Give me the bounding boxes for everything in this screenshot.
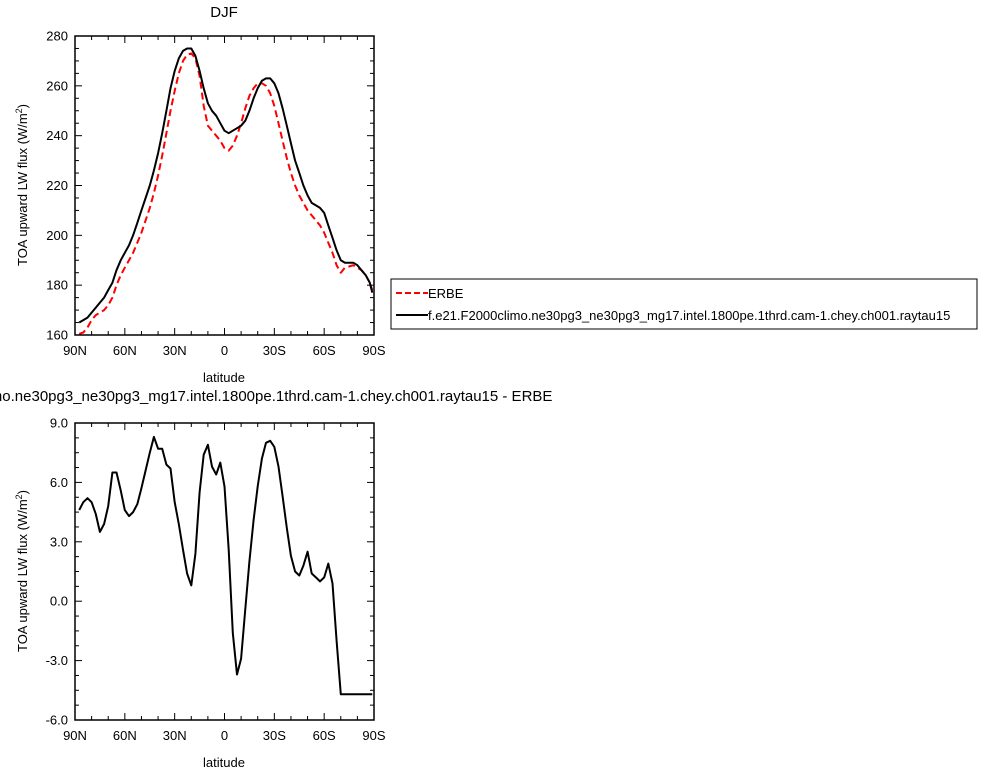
y-tick-label: 9.0 — [50, 416, 68, 431]
x-tick-label: 60S — [313, 343, 336, 358]
legend-label-model: f.e21.F2000climo.ne30pg3_ne30pg3_mg17.in… — [428, 308, 950, 323]
x-tick-label: 0 — [221, 343, 228, 358]
y-tick-label: 3.0 — [50, 534, 68, 549]
x-axis-label: latitude — [203, 755, 245, 770]
chart-title: f.e21.F2000climo.ne30pg3_ne30pg3_mg17.in… — [0, 388, 552, 405]
plot-frame — [75, 36, 374, 335]
x-tick-label: 30N — [163, 728, 187, 743]
y-tick-label: 160 — [46, 328, 68, 343]
x-tick-label: 60N — [113, 728, 137, 743]
x-tick-label: 0 — [221, 728, 228, 743]
flux-panel: DJF 90N 60N 30N 0 30S 60S 90S 160 180 200 220 240 26… — [14, 4, 386, 385]
legend: ERBE f.e21.F2000climo.ne30pg3_ne30pg3_mg… — [391, 279, 977, 329]
y-tick-label: 240 — [46, 128, 68, 143]
difference-panel: f.e21.F2000climo.ne30pg3_ne30pg3_mg17.in… — [0, 388, 552, 770]
y-axis-label: TOA upward LW flux (W/m2) — [14, 490, 30, 652]
y-tick-label: -6.0 — [46, 713, 68, 728]
y-tick-label: 200 — [46, 228, 68, 243]
x-tick-label: 90N — [63, 343, 87, 358]
y-tick-label: 220 — [46, 178, 68, 193]
x-tick-label: 60N — [113, 343, 137, 358]
chart-title: DJF — [210, 4, 238, 21]
plot-area: 90N 60N 30N 0 30S 60S 90S -6.0 -3.0 0.0 3.0 6.0 9.0 — [46, 416, 386, 744]
y-tick-label: 6.0 — [50, 475, 68, 490]
x-axis-label: latitude — [203, 370, 245, 385]
x-tick-label: 90N — [63, 728, 87, 743]
plot-area: 90N 60N 30N 0 30S 60S 90S 160 180 200 220 240 260 280 — [46, 29, 386, 359]
y-tick-label: 280 — [46, 29, 68, 44]
legend-entry-model: f.e21.F2000climo.ne30pg3_ne30pg3_mg17.in… — [396, 308, 950, 323]
y-axis-label: TOA upward LW flux (W/m2) — [14, 104, 30, 266]
series-line — [79, 437, 372, 694]
x-tick-label: 90S — [362, 728, 385, 743]
series-line — [79, 53, 372, 333]
x-tick-label: 30S — [263, 728, 286, 743]
y-tick-label: -3.0 — [46, 653, 68, 668]
y-tick-label: 0.0 — [50, 594, 68, 609]
series-line — [79, 49, 372, 323]
x-tick-label: 30S — [263, 343, 286, 358]
y-tick-label: 260 — [46, 78, 68, 93]
x-tick-label: 30N — [163, 343, 187, 358]
y-tick-label: 180 — [46, 278, 68, 293]
x-tick-label: 90S — [362, 343, 385, 358]
legend-label-erbe: ERBE — [428, 286, 464, 301]
x-tick-label: 60S — [313, 728, 336, 743]
